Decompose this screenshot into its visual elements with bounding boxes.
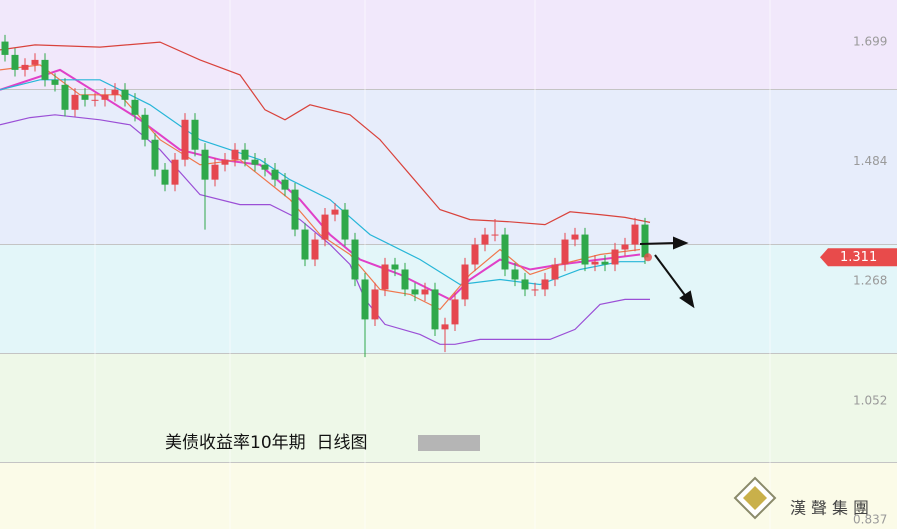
indicator-line <box>0 64 641 311</box>
candle-body <box>1 41 9 55</box>
candle-body <box>621 244 629 250</box>
candle-body <box>381 264 389 290</box>
y-tick-label: 0.837 <box>853 513 887 527</box>
price-tag <box>820 248 897 267</box>
candle-body <box>431 289 439 330</box>
price-tag-label: 1.311 <box>840 250 877 265</box>
candle-body <box>391 264 399 270</box>
candle-body <box>311 239 319 260</box>
candle-body <box>531 289 539 291</box>
candle-body <box>181 119 189 160</box>
candle-body <box>611 249 619 265</box>
candle-body <box>451 299 459 325</box>
candle-body <box>341 209 349 240</box>
candle-body <box>41 59 49 80</box>
candle-body <box>221 159 229 165</box>
candle-body <box>541 279 549 290</box>
candle-body <box>271 169 279 180</box>
candle-body <box>641 224 649 258</box>
chart-title: 美债收益率10年期 日线图 <box>165 433 367 453</box>
candle-body <box>441 324 449 330</box>
arrows <box>639 236 695 309</box>
zone <box>0 89 897 244</box>
candle-body <box>161 169 169 185</box>
candle-body <box>261 164 269 170</box>
y-tick-label: 1.052 <box>853 393 887 407</box>
candle-body <box>201 149 209 180</box>
y-tick-label: 1.268 <box>853 274 887 288</box>
indicator-line <box>0 114 650 345</box>
logo-text: 漢聲集團 <box>790 499 874 518</box>
candle-body <box>121 89 129 100</box>
candle-body <box>251 159 259 165</box>
candle-body <box>631 224 639 245</box>
y-tick-label: 1.699 <box>853 35 887 49</box>
candle-body <box>241 149 249 160</box>
last-price-dot <box>644 253 652 262</box>
candle-body <box>591 261 599 265</box>
zone-lines <box>0 89 897 463</box>
candle-body <box>151 139 159 170</box>
candle-body <box>521 279 529 290</box>
candle-body <box>581 234 589 265</box>
candle-body <box>21 64 29 70</box>
candle-body <box>51 79 59 85</box>
candle-body <box>321 214 329 240</box>
candle-body <box>91 99 99 101</box>
candle-body <box>401 269 409 290</box>
candle-body <box>131 99 139 115</box>
candle-body <box>211 164 219 180</box>
candle-body <box>491 234 499 236</box>
candle-body <box>361 279 369 320</box>
candle-body <box>601 261 609 265</box>
candle-body <box>481 234 489 245</box>
v-lines <box>94 0 771 529</box>
candle-body <box>421 289 429 295</box>
candle-body <box>351 239 359 280</box>
candle-body <box>331 209 339 215</box>
candle-body <box>61 84 69 110</box>
candle-body <box>31 59 39 65</box>
candle-body <box>11 54 19 70</box>
candle-body <box>371 289 379 320</box>
candle-body <box>281 179 289 190</box>
plot <box>0 34 651 358</box>
candle-body <box>101 94 109 100</box>
indicator-line <box>0 68 641 301</box>
candle-body <box>141 114 149 140</box>
candle-body <box>111 89 119 95</box>
candle-body <box>301 229 309 260</box>
blurred-label <box>418 435 480 451</box>
candle-body <box>171 159 179 185</box>
candle-body <box>191 119 199 150</box>
indicator-line <box>0 41 651 226</box>
candle-body <box>71 94 79 110</box>
candle-body <box>81 94 89 100</box>
candle-body <box>571 234 579 240</box>
candle-body <box>471 244 479 265</box>
candle-body <box>461 264 469 300</box>
candle-body <box>231 149 239 160</box>
candle-body <box>291 189 299 230</box>
candle-body <box>551 264 559 280</box>
candle-body <box>511 269 519 280</box>
logo: 漢聲集團 <box>733 476 874 520</box>
y-tick-label: 1.484 <box>853 154 887 168</box>
candle-body <box>411 289 419 295</box>
candle-body <box>561 239 569 265</box>
candle-body <box>501 234 509 270</box>
zone <box>0 0 897 89</box>
